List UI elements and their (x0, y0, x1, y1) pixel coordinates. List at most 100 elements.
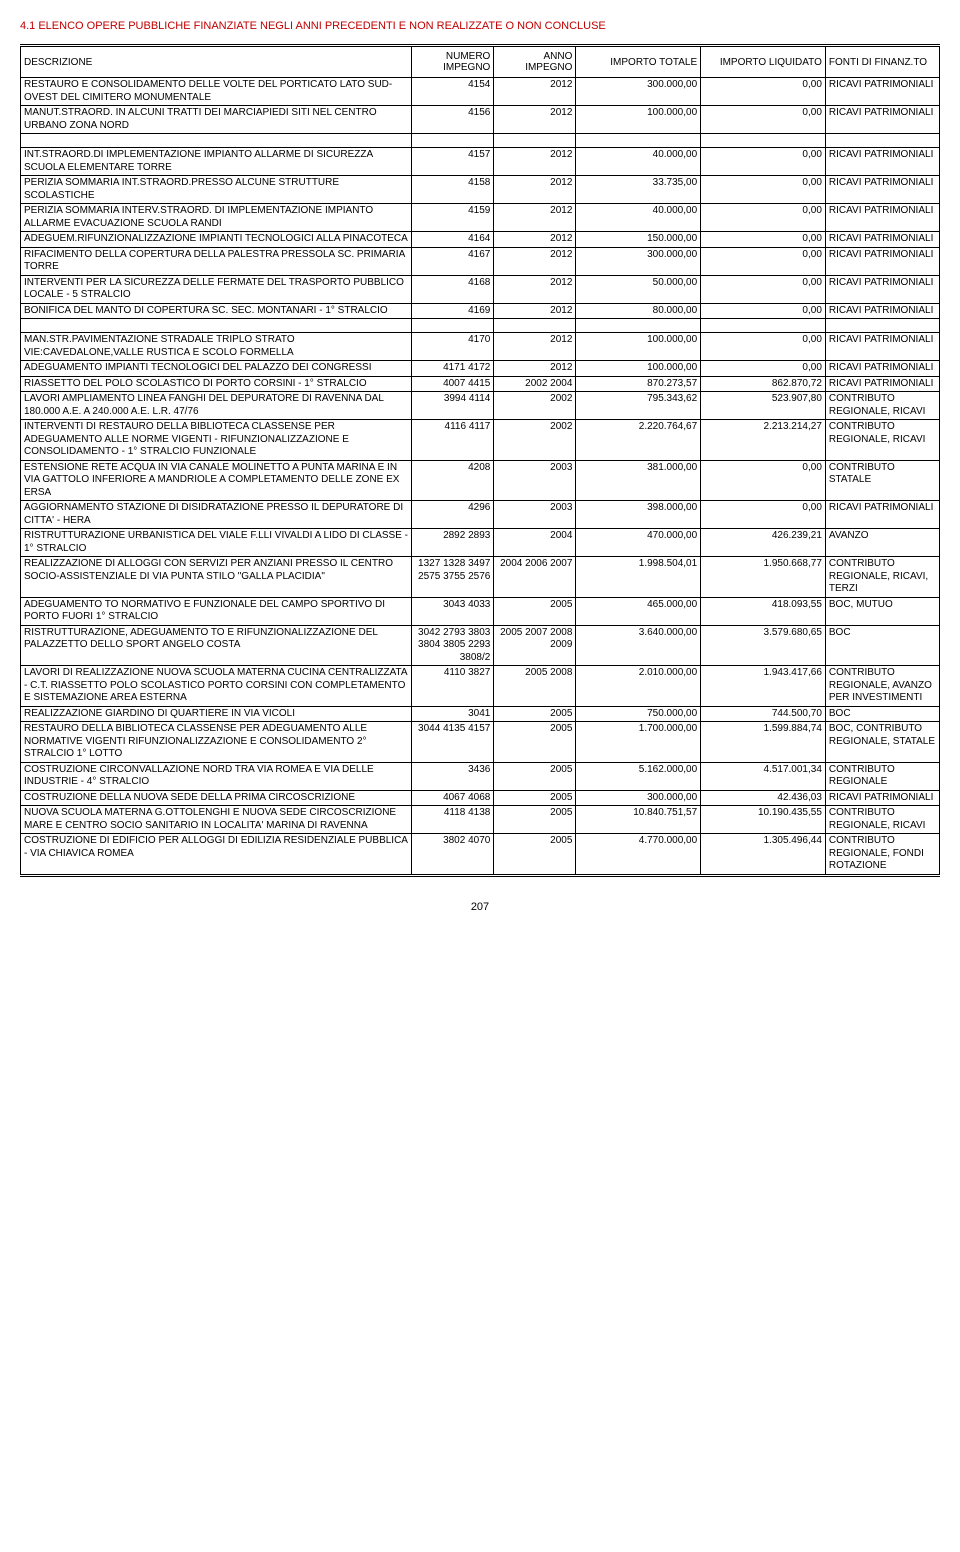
cell-totale: 795.343,62 (576, 392, 701, 420)
table-row: INT.STRAORD.DI IMPLEMENTAZIONE IMPIANTO … (21, 148, 940, 176)
cell-numero: 4208 (412, 460, 494, 501)
cell-anno: 2002 2004 (494, 376, 576, 392)
cell-anno: 2002 (494, 420, 576, 461)
cell-liquidato: 0,00 (701, 247, 826, 275)
cell-numero: 3041 (412, 706, 494, 722)
cell-descrizione: AGGIORNAMENTO STAZIONE DI DISIDRATAZIONE… (21, 501, 412, 529)
cell-fonti: RICAVI PATRIMONIALI (825, 232, 939, 248)
table-row: RESTAURO E CONSOLIDAMENTO DELLE VOLTE DE… (21, 78, 940, 106)
table-row: COSTRUZIONE DELLA NUOVA SEDE DELLA PRIMA… (21, 790, 940, 806)
cell-liquidato: 523.907,80 (701, 392, 826, 420)
cell-numero: 4158 (412, 176, 494, 204)
table-row: INTERVENTI DI RESTAURO DELLA BIBLIOTECA … (21, 420, 940, 461)
cell-descrizione: BONIFICA DEL MANTO DI COPERTURA SC. SEC.… (21, 303, 412, 319)
cell-descrizione: ADEGUAMENTO TO NORMATIVO E FUNZIONALE DE… (21, 597, 412, 625)
cell-numero: 4156 (412, 106, 494, 134)
cell-descrizione (21, 319, 412, 333)
cell-liquidato: 744.500,70 (701, 706, 826, 722)
table-row: REALIZZAZIONE GIARDINO DI QUARTIERE IN V… (21, 706, 940, 722)
cell-numero (412, 319, 494, 333)
cell-totale: 300.000,00 (576, 790, 701, 806)
cell-liquidato: 0,00 (701, 148, 826, 176)
cell-fonti: CONTRIBUTO REGIONALE, FONDI ROTAZIONE (825, 834, 939, 876)
cell-numero: 4168 (412, 275, 494, 303)
cell-liquidato: 0,00 (701, 275, 826, 303)
cell-fonti: CONTRIBUTO STATALE (825, 460, 939, 501)
cell-liquidato: 0,00 (701, 106, 826, 134)
cell-anno: 2005 (494, 722, 576, 763)
cell-totale: 100.000,00 (576, 106, 701, 134)
cell-descrizione: LAVORI DI REALIZZAZIONE NUOVA SCUOLA MAT… (21, 666, 412, 707)
table-row: PERIZIA SOMMARIA INT.STRAORD.PRESSO ALCU… (21, 176, 940, 204)
cell-descrizione: ADEGUEM.RIFUNZIONALIZZAZIONE IMPIANTI TE… (21, 232, 412, 248)
cell-totale: 300.000,00 (576, 247, 701, 275)
col-header-fonti: FONTI DI FINANZ.TO (825, 46, 939, 78)
cell-numero: 3436 (412, 762, 494, 790)
cell-numero: 4159 (412, 204, 494, 232)
table-row: COSTRUZIONE CIRCONVALLAZIONE NORD TRA VI… (21, 762, 940, 790)
cell-descrizione: RISTRUTTURAZIONE, ADEGUAMENTO TO E RIFUN… (21, 625, 412, 666)
cell-numero: 4157 (412, 148, 494, 176)
table-row: RISTRUTTURAZIONE, ADEGUAMENTO TO E RIFUN… (21, 625, 940, 666)
cell-descrizione: COSTRUZIONE DELLA NUOVA SEDE DELLA PRIMA… (21, 790, 412, 806)
cell-anno: 2012 (494, 176, 576, 204)
cell-anno: 2012 (494, 275, 576, 303)
cell-fonti: RICAVI PATRIMONIALI (825, 501, 939, 529)
cell-numero: 4154 (412, 78, 494, 106)
table-row (21, 319, 940, 333)
cell-descrizione: PERIZIA SOMMARIA INTERV.STRAORD. DI IMPL… (21, 204, 412, 232)
cell-liquidato: 4.517.001,34 (701, 762, 826, 790)
cell-descrizione: INTERVENTI PER LA SICUREZZA DELLE FERMAT… (21, 275, 412, 303)
cell-totale: 4.770.000,00 (576, 834, 701, 876)
cell-totale (576, 134, 701, 148)
cell-anno: 2012 (494, 247, 576, 275)
cell-descrizione (21, 134, 412, 148)
cell-totale (576, 319, 701, 333)
cell-anno: 2012 (494, 204, 576, 232)
cell-totale: 150.000,00 (576, 232, 701, 248)
cell-descrizione: INTERVENTI DI RESTAURO DELLA BIBLIOTECA … (21, 420, 412, 461)
cell-descrizione: ESTENSIONE RETE ACQUA IN VIA CANALE MOLI… (21, 460, 412, 501)
cell-anno: 2005 2008 (494, 666, 576, 707)
cell-liquidato: 862.870,72 (701, 376, 826, 392)
cell-liquidato: 1.599.884,74 (701, 722, 826, 763)
cell-totale: 100.000,00 (576, 333, 701, 361)
cell-anno: 2005 2007 2008 2009 (494, 625, 576, 666)
cell-anno (494, 134, 576, 148)
cell-totale: 50.000,00 (576, 275, 701, 303)
cell-fonti: RICAVI PATRIMONIALI (825, 148, 939, 176)
col-header-numero: NUMERO IMPEGNO (412, 46, 494, 78)
cell-anno (494, 319, 576, 333)
cell-fonti: RICAVI PATRIMONIALI (825, 176, 939, 204)
cell-numero: 4118 4138 (412, 806, 494, 834)
cell-totale: 5.162.000,00 (576, 762, 701, 790)
cell-liquidato: 0,00 (701, 303, 826, 319)
table-row: INTERVENTI PER LA SICUREZZA DELLE FERMAT… (21, 275, 940, 303)
cell-anno: 2005 (494, 762, 576, 790)
cell-fonti: CONTRIBUTO REGIONALE, RICAVI, TERZI (825, 557, 939, 598)
cell-liquidato: 0,00 (701, 78, 826, 106)
table-row: NUOVA SCUOLA MATERNA G.OTTOLENGHI E NUOV… (21, 806, 940, 834)
cell-fonti: RICAVI PATRIMONIALI (825, 106, 939, 134)
table-row: REALIZZAZIONE DI ALLOGGI CON SERVIZI PER… (21, 557, 940, 598)
cell-fonti: BOC (825, 706, 939, 722)
cell-fonti: CONTRIBUTO REGIONALE, RICAVI (825, 806, 939, 834)
cell-descrizione: RIFACIMENTO DELLA COPERTURA DELLA PALEST… (21, 247, 412, 275)
cell-descrizione: PERIZIA SOMMARIA INT.STRAORD.PRESSO ALCU… (21, 176, 412, 204)
cell-numero: 4167 (412, 247, 494, 275)
cell-totale: 470.000,00 (576, 529, 701, 557)
cell-numero: 3802 4070 (412, 834, 494, 876)
cell-liquidato: 0,00 (701, 361, 826, 377)
cell-descrizione: COSTRUZIONE DI EDIFICIO PER ALLOGGI DI E… (21, 834, 412, 876)
cell-fonti: RICAVI PATRIMONIALI (825, 247, 939, 275)
cell-liquidato: 426.239,21 (701, 529, 826, 557)
table-row (21, 134, 940, 148)
cell-fonti: RICAVI PATRIMONIALI (825, 78, 939, 106)
col-header-anno: ANNO IMPEGNO (494, 46, 576, 78)
table-row: PERIZIA SOMMARIA INTERV.STRAORD. DI IMPL… (21, 204, 940, 232)
cell-liquidato: 10.190.435,55 (701, 806, 826, 834)
cell-anno: 2012 (494, 361, 576, 377)
cell-numero: 4164 (412, 232, 494, 248)
cell-numero: 4116 4117 (412, 420, 494, 461)
cell-numero: 4007 4415 (412, 376, 494, 392)
